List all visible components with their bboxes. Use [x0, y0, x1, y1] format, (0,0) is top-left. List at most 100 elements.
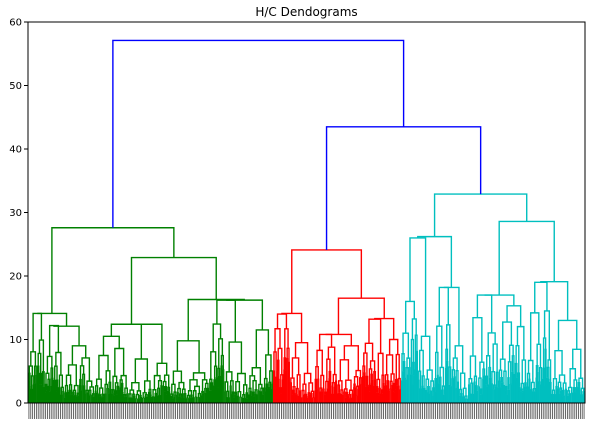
- dendrogram-link: [395, 353, 400, 380]
- dendrogram-link: [140, 323, 163, 364]
- dendrogram-link: [85, 389, 89, 394]
- dendrogram-link: [153, 374, 161, 390]
- dendrogram-link: [535, 365, 539, 378]
- dendrogram-link: [506, 305, 522, 327]
- y-tick-label: 0: [16, 399, 22, 410]
- dendrogram-link: [479, 388, 483, 395]
- dendrogram-link: [124, 387, 128, 395]
- dendrogram-link: [276, 313, 288, 329]
- dendrogram-link: [60, 386, 64, 395]
- dendrogram-link: [573, 379, 578, 388]
- dendrogram-link: [248, 387, 252, 395]
- dendrogram-link: [488, 366, 492, 385]
- y-tick-label: 60: [9, 18, 22, 29]
- dendrogram-link: [445, 348, 449, 368]
- y-tick-label: 10: [9, 335, 22, 346]
- dendrogram-link: [139, 394, 142, 399]
- dendrogram-link: [91, 393, 95, 397]
- dendrogram-link: [314, 378, 318, 390]
- dendrogram-link: [88, 389, 92, 396]
- dendrogram-link: [148, 388, 152, 395]
- dendrogram-link: [226, 390, 230, 398]
- dendrogram-link: [454, 345, 464, 374]
- dendrogram-link: [402, 361, 406, 378]
- dendrogram-links: [27, 39, 586, 403]
- dendrogram-link: [135, 393, 140, 400]
- dendrogram-link: [572, 348, 582, 379]
- dendrogram-link: [580, 387, 585, 395]
- dendrogram-link: [475, 385, 478, 393]
- dendrogram-link: [534, 281, 548, 313]
- dendrogram-link: [237, 391, 242, 397]
- dendrogram-link: [462, 387, 467, 397]
- dendrogram-link: [498, 369, 503, 381]
- dendrogram-link: [554, 349, 563, 379]
- dendrogram-link: [99, 387, 104, 395]
- dendrogram-link: [527, 359, 534, 383]
- dendrogram-link: [337, 297, 385, 335]
- dendrogram-link: [582, 391, 586, 397]
- dendrogram-link: [277, 347, 283, 375]
- dendrogram-link: [242, 394, 246, 399]
- dendrogram-link: [503, 370, 507, 387]
- dendrogram-link: [476, 294, 493, 333]
- leaf-tick-marks: [28, 403, 585, 419]
- dendrogram-link: [284, 328, 289, 358]
- dendrogram-link: [368, 318, 382, 354]
- dendrogram-link: [397, 377, 401, 390]
- dendrogram-link: [325, 126, 482, 250]
- dendrogram-link: [290, 377, 295, 387]
- dendrogram-link: [434, 351, 439, 379]
- dendrogram-link: [388, 338, 399, 355]
- dendrogram-link: [104, 383, 108, 394]
- dendrogram-link: [79, 378, 82, 391]
- dendrogram-link: [316, 349, 323, 376]
- dendrogram-link: [433, 193, 528, 237]
- dendrogram-link: [459, 372, 466, 390]
- dendrogram-link: [452, 357, 458, 371]
- dendrogram-link: [377, 352, 384, 380]
- dendrogram-link: [128, 393, 132, 398]
- dendrogram-link: [82, 373, 86, 386]
- dendrogram-link: [365, 375, 369, 387]
- dendrogram-link: [491, 371, 496, 386]
- dendrogram-link: [530, 381, 535, 390]
- dendrogram-link: [459, 388, 463, 396]
- dendrogram-link: [307, 392, 311, 397]
- dendrogram-link: [187, 390, 193, 396]
- dendrogram-link: [37, 312, 68, 327]
- dendrogram-link: [167, 386, 171, 392]
- dendrogram-link: [572, 387, 576, 393]
- dendrogram-link: [110, 323, 152, 337]
- dendrogram-link: [378, 387, 381, 396]
- dendrogram-link: [345, 391, 349, 398]
- dendrogram-link: [532, 387, 536, 392]
- dendrogram-link: [217, 367, 221, 388]
- dendrogram-link: [216, 299, 236, 343]
- dendrogram-link: [102, 335, 120, 356]
- dendrogram-link: [225, 371, 233, 382]
- dendrogram-link: [337, 384, 341, 394]
- dendrogram-link: [280, 374, 284, 388]
- dendrogram-link: [47, 378, 51, 392]
- dendrogram-link: [402, 332, 410, 359]
- dendrogram-link: [451, 369, 456, 379]
- dendrogram-link: [406, 357, 411, 368]
- dendrogram-link: [327, 346, 336, 375]
- dendrogram-link: [76, 392, 80, 397]
- dendrogram-link: [178, 393, 182, 398]
- dendrogram-link: [479, 361, 485, 379]
- dendrogram-link: [157, 387, 161, 396]
- dendrogram-link: [561, 389, 565, 397]
- dendrogram-link: [172, 370, 183, 385]
- dendrogram-link: [245, 392, 249, 399]
- dendrogram-link: [492, 343, 498, 373]
- y-axis: 0 10 20 30 40 50 60: [9, 18, 28, 410]
- y-tick-label: 50: [9, 81, 22, 92]
- dendrogram-link: [224, 381, 229, 392]
- dendrogram-link: [380, 389, 384, 397]
- dendrogram-link: [189, 379, 198, 391]
- dendrogram-link: [228, 341, 243, 374]
- dendrogram-link: [498, 220, 555, 296]
- dendrogram-link: [71, 345, 87, 365]
